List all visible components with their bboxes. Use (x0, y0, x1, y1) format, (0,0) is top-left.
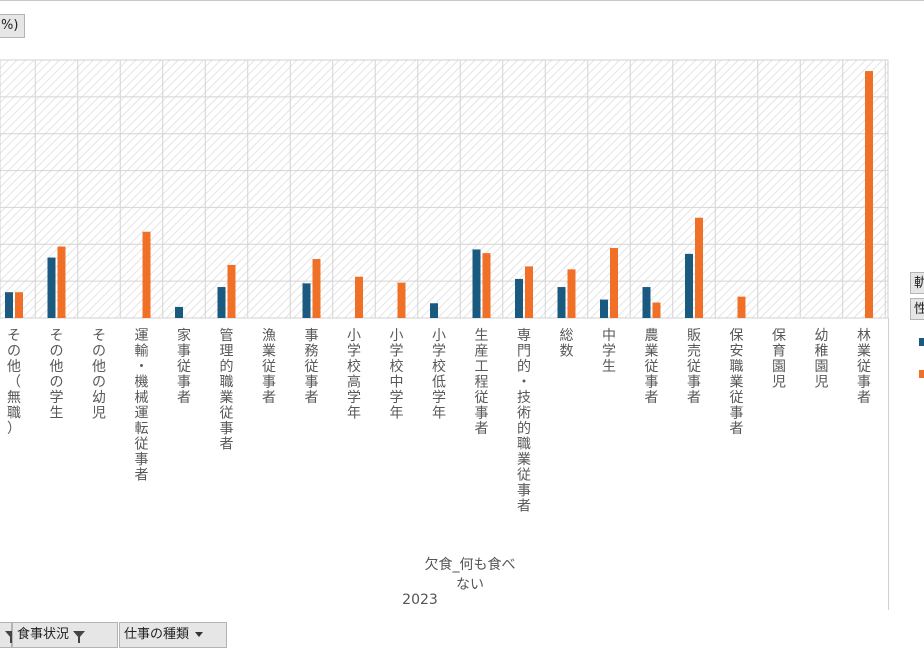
bar-series-2-16[interactable] (695, 217, 703, 318)
x-tick-label: 農業従事者 (645, 328, 659, 406)
legend-field-button-2[interactable]: 性 (910, 298, 924, 320)
legend-swatch-series-1 (919, 338, 924, 346)
bar-series-1-14[interactable] (600, 299, 608, 318)
x-tick-label: 保育園児 (772, 328, 786, 391)
x-tick-label: 生産工程従事者 (475, 328, 489, 437)
filter-label-meal-status: 食事状況 (17, 627, 70, 642)
x-tick-label: 家事従事者 (177, 327, 191, 406)
legend-field-button[interactable]: 軌 (910, 272, 924, 294)
x-tick-label: その他（無職） (7, 328, 21, 437)
bar-series-1-5[interactable] (217, 287, 226, 318)
chart-frame-right (888, 318, 889, 610)
bar-series-2-5[interactable] (227, 264, 236, 318)
x-tick-label: 漁業従事者 (262, 328, 276, 406)
category-group-label: 欠食_何も食べない (424, 557, 516, 593)
year-label: 2023 (402, 592, 438, 608)
x-tick-label: 保安職業従事者 (730, 328, 744, 437)
bar-series-2-12[interactable] (525, 266, 533, 318)
bar-series-2-14[interactable] (610, 247, 618, 318)
bar-series-1-15[interactable] (642, 287, 651, 318)
x-tick-label: 事務従事者 (305, 328, 319, 406)
x-tick-label: 総数 (560, 328, 574, 360)
legend-swatch-series-2 (919, 370, 924, 378)
x-tick-label: 小学校高学年 (347, 328, 361, 422)
filter-label-job-type: 仕事の種類 (124, 627, 190, 642)
value-field-button[interactable]: %) (0, 14, 26, 38)
bar-series-1-0[interactable] (5, 292, 13, 318)
x-tick-label: 運輸・機械運転従事者 (135, 328, 149, 484)
x-tick-label: 販売従事者 (687, 328, 701, 406)
x-tick-label: 幼稚園児 (815, 328, 829, 391)
filter-button-left[interactable] (0, 622, 17, 648)
top-border (0, 0, 924, 1)
bar-series-2-15[interactable] (652, 302, 661, 318)
filter-icon (73, 631, 86, 643)
filter-icon (5, 631, 17, 643)
bar-series-1-11[interactable] (472, 249, 481, 318)
x-tick-label: その他の幼児 (92, 328, 106, 422)
bar-series-2-7[interactable] (312, 259, 321, 318)
bar-chart: その他（無職） その他の学生 その他の幼児 運輸・機械運転従事者 家事従事者 管理的職業従… (0, 59, 889, 515)
filter-button-job-type[interactable]: 仕事の種類 (119, 622, 227, 648)
x-tick-label: その他の学生 (50, 328, 64, 422)
bar-series-1-1[interactable] (47, 257, 56, 318)
bar-series-2-1[interactable] (57, 246, 66, 318)
bar-series-2-8[interactable] (355, 276, 363, 318)
value-field-label: %) (1, 18, 19, 33)
bar-series-2-11[interactable] (482, 253, 491, 318)
bar-series-1-12[interactable] (515, 278, 523, 318)
x-tick-label: 管理的職業従事者 (220, 328, 234, 453)
bar-series-2-13[interactable] (567, 269, 576, 318)
bar-series-1-10[interactable] (430, 303, 438, 318)
bar-series-2-17[interactable] (737, 296, 746, 318)
plot-area (0, 59, 889, 319)
legend-field-label-2: 性 (914, 302, 924, 317)
bar-series-2-0[interactable] (15, 292, 23, 318)
bar-series-1-4[interactable] (175, 306, 183, 318)
bar-series-2-20[interactable] (865, 71, 873, 318)
bar-series-2-3[interactable] (142, 231, 151, 318)
x-tick-label: 専門的・技術的職業従事者 (517, 328, 531, 515)
x-tick-label: 林業従事者 (857, 328, 871, 406)
bar-series-2-9[interactable] (397, 282, 406, 318)
x-tick-label: 小学校中学年 (390, 328, 404, 422)
filter-button-meal-status[interactable]: 食事状況 (12, 622, 118, 648)
bar-series-1-7[interactable] (302, 283, 311, 318)
legend-field-label: 軌 (914, 276, 924, 291)
x-tick-label: 小学校低学年 (432, 328, 446, 422)
bar-series-1-16[interactable] (685, 253, 693, 318)
bar-series-1-13[interactable] (557, 287, 566, 318)
x-tick-label: 中学生 (602, 328, 616, 375)
dropdown-icon (195, 632, 204, 637)
